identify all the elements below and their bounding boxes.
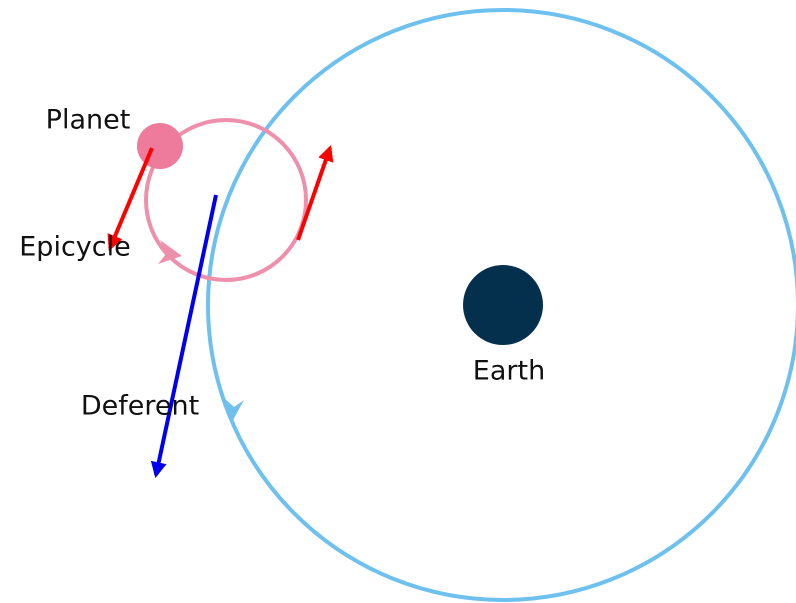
blue-arrow <box>156 195 216 475</box>
page: Planet Epicycle Deferent Earth (() => { … <box>0 0 796 603</box>
earth-label: Earth <box>473 356 545 387</box>
planet-dot <box>137 123 183 169</box>
diagram: Planet Epicycle Deferent Earth <box>0 0 796 603</box>
red-arrow <box>298 148 330 240</box>
deferent-label: Deferent <box>81 391 199 422</box>
planet-label: Planet <box>46 105 131 136</box>
earth-dot <box>463 265 543 345</box>
epicycle-arrowhead <box>158 240 182 264</box>
epicycle-label: Epicycle <box>19 232 130 263</box>
